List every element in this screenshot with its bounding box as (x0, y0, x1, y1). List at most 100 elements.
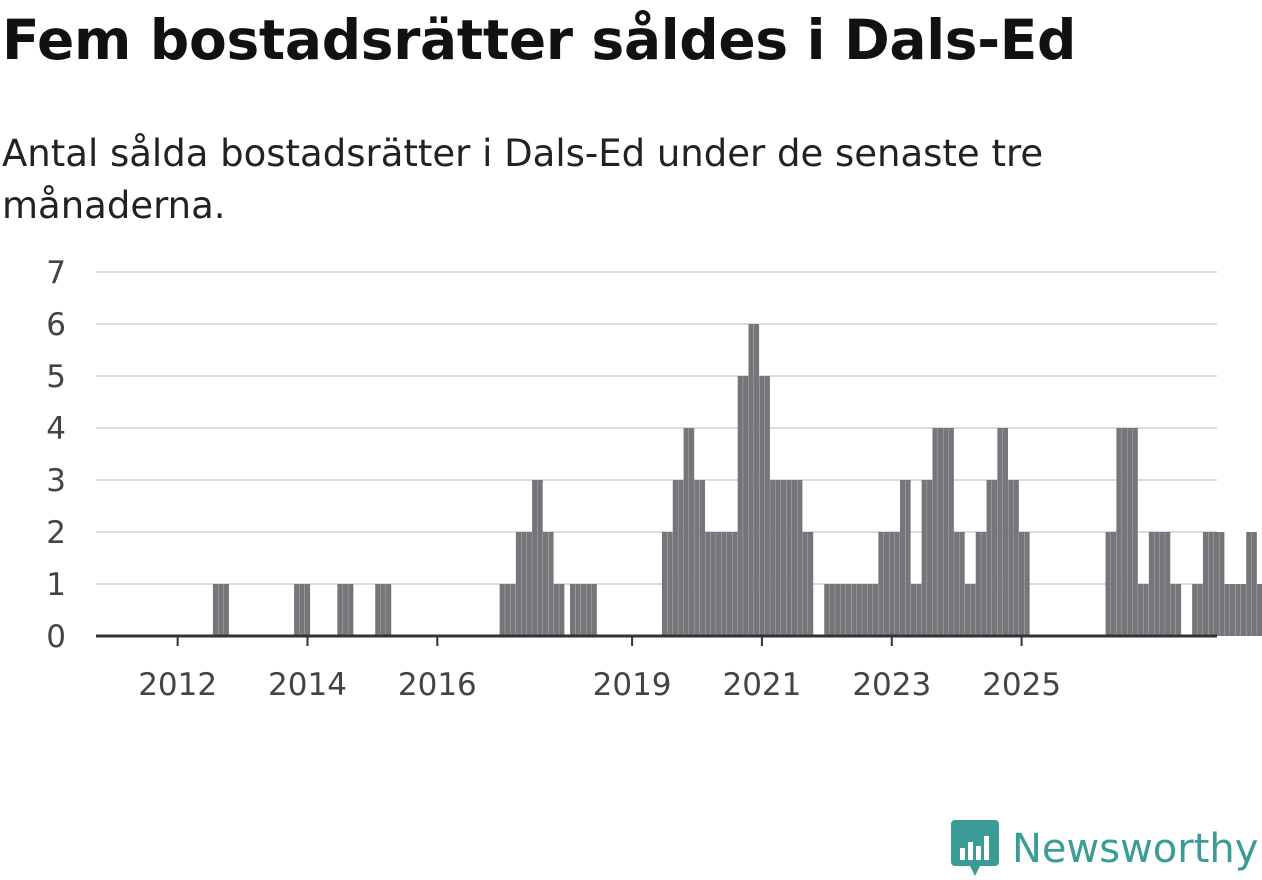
bar (894, 532, 900, 636)
bar (851, 584, 857, 636)
bar (348, 584, 354, 636)
bar (845, 584, 852, 636)
bar (726, 532, 733, 636)
bar (878, 532, 884, 636)
bar (862, 584, 868, 636)
bar (1224, 584, 1230, 636)
bar (1116, 428, 1122, 636)
grid-lines (96, 271, 1217, 585)
newsworthy-logo-text: Newsworthy (1012, 826, 1259, 872)
bar (808, 532, 814, 636)
bar (764, 376, 770, 636)
bar (743, 376, 749, 636)
bar (959, 532, 965, 636)
bar (770, 480, 776, 636)
bar (775, 480, 781, 636)
bar (1143, 584, 1149, 636)
y-axis: 0 1 2 3 4 5 6 7 (46, 255, 66, 655)
bar (212, 584, 219, 636)
bar (299, 584, 305, 636)
bar (218, 584, 224, 636)
bar (883, 532, 889, 636)
bar (499, 584, 505, 636)
bar (380, 584, 386, 636)
bar (580, 584, 586, 636)
x-tick-label: 2019 (593, 667, 672, 703)
bar (997, 428, 1003, 636)
bar (678, 480, 684, 636)
bar (705, 532, 711, 636)
y-tick-label: 2 (46, 515, 66, 551)
bar (1002, 428, 1008, 636)
bar (1110, 532, 1117, 636)
bar (710, 532, 716, 636)
x-axis: 2012 2014 2016 2019 2021 2023 2025 (96, 634, 1217, 703)
bar (824, 584, 830, 636)
bar (1105, 532, 1111, 636)
bar (948, 428, 954, 636)
bar (964, 584, 971, 636)
bar (737, 376, 743, 636)
bar (1219, 532, 1225, 636)
bar (748, 324, 754, 636)
bar (802, 532, 808, 636)
bar (526, 532, 532, 636)
bar (694, 480, 700, 636)
bar (1208, 532, 1214, 636)
bar (780, 480, 787, 636)
bar (1192, 584, 1198, 636)
bar (1148, 532, 1155, 636)
bar (905, 480, 911, 636)
bar (986, 480, 992, 636)
bar (1019, 532, 1025, 636)
bar (899, 480, 906, 636)
bar (791, 480, 797, 636)
bar (1170, 584, 1176, 636)
bar (1159, 532, 1165, 636)
bar (721, 532, 727, 636)
bar (1132, 428, 1138, 636)
bar (753, 324, 760, 636)
bar (1165, 532, 1171, 636)
bar (991, 480, 998, 636)
bar (1175, 584, 1182, 636)
bar (1202, 532, 1209, 636)
bar (910, 584, 917, 636)
bar (294, 584, 300, 636)
bar (553, 584, 559, 636)
y-tick-label: 0 (46, 619, 66, 655)
bar (548, 532, 554, 636)
bar (337, 584, 343, 636)
bar (223, 584, 229, 636)
x-tick-label: 2025 (982, 667, 1061, 703)
bar (591, 584, 597, 636)
chart-title: Fem bostadsrätter såldes i Dals-Ed (2, 8, 1077, 72)
bar (943, 428, 949, 636)
x-tick-label: 2021 (722, 667, 801, 703)
bar (689, 428, 695, 636)
y-tick-label: 1 (46, 567, 66, 603)
bar (510, 584, 516, 636)
bar (532, 480, 538, 636)
bar (569, 584, 576, 636)
bar (575, 584, 581, 636)
bar (1154, 532, 1160, 636)
bar (375, 584, 381, 636)
y-tick-label: 3 (46, 463, 66, 499)
bar (586, 584, 592, 636)
bar (981, 532, 987, 636)
bar (1257, 584, 1262, 636)
bar (970, 584, 976, 636)
bar (537, 480, 543, 636)
bar (889, 532, 895, 636)
x-tick-label: 2023 (852, 667, 931, 703)
bar (521, 532, 527, 636)
bar (1240, 584, 1247, 636)
bar (797, 480, 803, 636)
newsworthy-logo: Newsworthy (950, 818, 1258, 880)
bar (716, 532, 722, 636)
bar (342, 584, 348, 636)
bar (515, 532, 522, 636)
bar (661, 532, 668, 636)
